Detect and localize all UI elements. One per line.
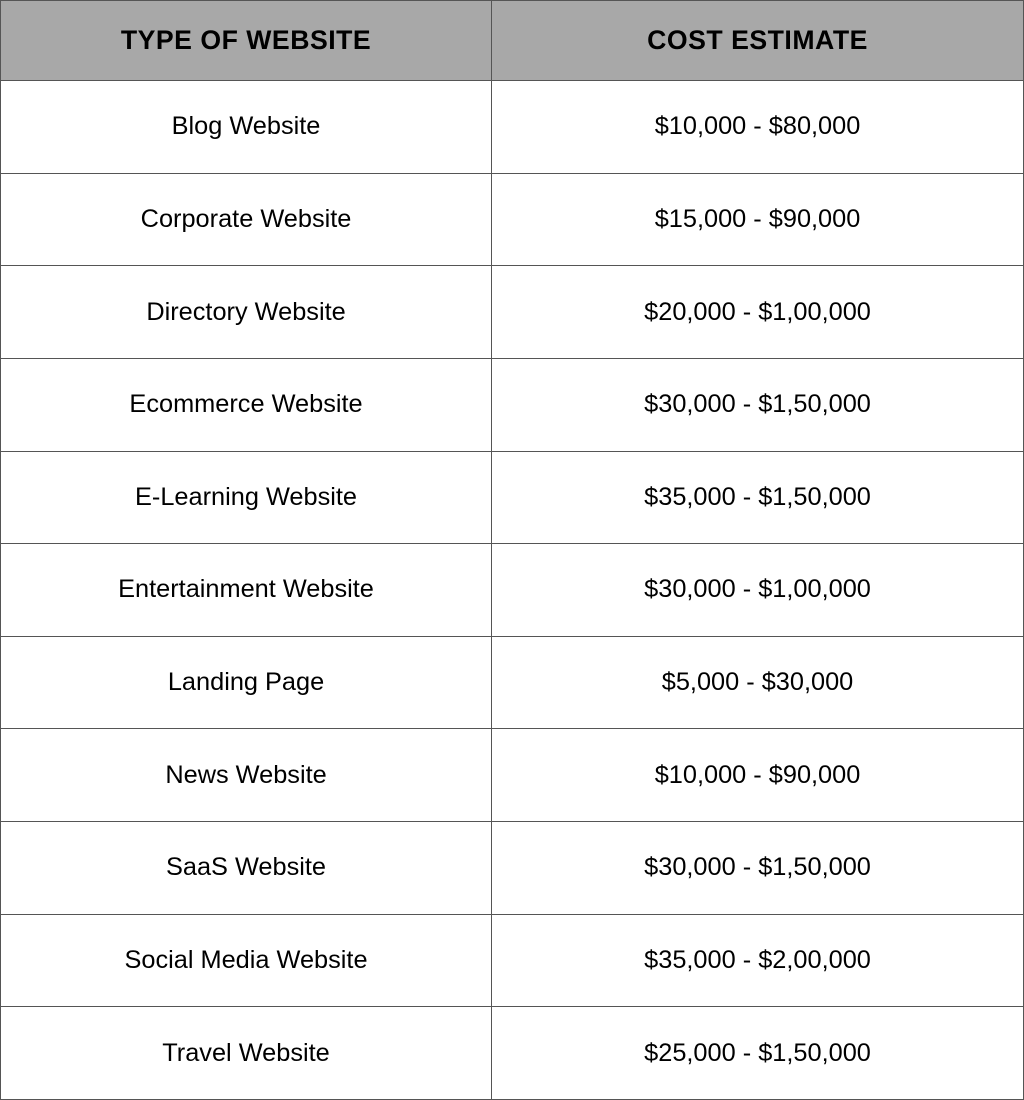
cell-cost-estimate: $30,000 - $1,50,000: [492, 358, 1024, 451]
cell-cost-estimate: $10,000 - $80,000: [492, 81, 1024, 174]
cell-website-type: Ecommerce Website: [1, 358, 492, 451]
cell-cost-estimate: $10,000 - $90,000: [492, 729, 1024, 822]
cell-website-type: Blog Website: [1, 81, 492, 174]
cell-website-type: Corporate Website: [1, 173, 492, 266]
cell-cost-estimate: $35,000 - $2,00,000: [492, 914, 1024, 1007]
cell-cost-estimate: $5,000 - $30,000: [492, 636, 1024, 729]
table-row: Ecommerce Website $30,000 - $1,50,000: [1, 358, 1024, 451]
table-row: Travel Website $25,000 - $1,50,000: [1, 1007, 1024, 1100]
table-row: Directory Website $20,000 - $1,00,000: [1, 266, 1024, 359]
cell-website-type: Landing Page: [1, 636, 492, 729]
table-row: News Website $10,000 - $90,000: [1, 729, 1024, 822]
table-row: Social Media Website $35,000 - $2,00,000: [1, 914, 1024, 1007]
cell-cost-estimate: $15,000 - $90,000: [492, 173, 1024, 266]
cell-website-type: E-Learning Website: [1, 451, 492, 544]
table-header: TYPE OF WEBSITE COST ESTIMATE: [1, 1, 1024, 81]
cell-cost-estimate: $35,000 - $1,50,000: [492, 451, 1024, 544]
cell-cost-estimate: $20,000 - $1,00,000: [492, 266, 1024, 359]
cell-website-type: Entertainment Website: [1, 544, 492, 637]
cell-website-type: SaaS Website: [1, 822, 492, 915]
cell-cost-estimate: $30,000 - $1,00,000: [492, 544, 1024, 637]
column-header-type: TYPE OF WEBSITE: [1, 1, 492, 81]
table-row: Landing Page $5,000 - $30,000: [1, 636, 1024, 729]
table-header-row: TYPE OF WEBSITE COST ESTIMATE: [1, 1, 1024, 81]
cell-cost-estimate: $30,000 - $1,50,000: [492, 822, 1024, 915]
table-row: Entertainment Website $30,000 - $1,00,00…: [1, 544, 1024, 637]
cell-cost-estimate: $25,000 - $1,50,000: [492, 1007, 1024, 1100]
table-body: Blog Website $10,000 - $80,000 Corporate…: [1, 81, 1024, 1100]
cell-website-type: Directory Website: [1, 266, 492, 359]
table-row: Blog Website $10,000 - $80,000: [1, 81, 1024, 174]
table-row: Corporate Website $15,000 - $90,000: [1, 173, 1024, 266]
column-header-cost: COST ESTIMATE: [492, 1, 1024, 81]
cost-table-container: TYPE OF WEBSITE COST ESTIMATE Blog Websi…: [0, 0, 1024, 1100]
cell-website-type: News Website: [1, 729, 492, 822]
table-row: E-Learning Website $35,000 - $1,50,000: [1, 451, 1024, 544]
cell-website-type: Travel Website: [1, 1007, 492, 1100]
website-cost-table: TYPE OF WEBSITE COST ESTIMATE Blog Websi…: [0, 0, 1024, 1100]
cell-website-type: Social Media Website: [1, 914, 492, 1007]
table-row: SaaS Website $30,000 - $1,50,000: [1, 822, 1024, 915]
